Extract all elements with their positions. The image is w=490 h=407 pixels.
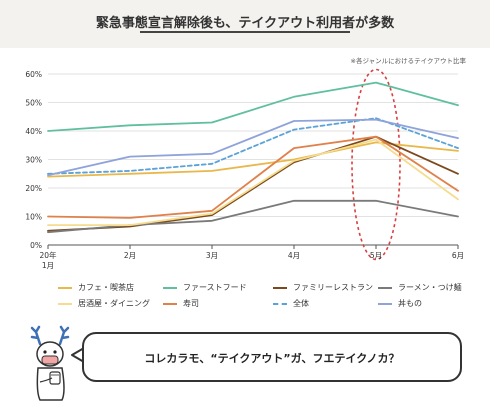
legend-swatch (58, 302, 72, 305)
series-lines (47, 81, 459, 234)
legend-item: ファーストフード (163, 282, 247, 293)
y-tick-label: 0% (30, 241, 42, 250)
legend-swatch (378, 302, 392, 305)
legend-swatch (378, 286, 392, 289)
y-tick-label: 50% (25, 99, 42, 108)
series-line (47, 138, 459, 227)
title-underline (140, 31, 350, 33)
series-line (47, 135, 459, 219)
speech-area: コレカラモ、“テイクアウト”ガ、フエテイクノカ？ (0, 318, 490, 407)
legend-swatch (273, 286, 287, 289)
x-tick-label: 2月 (124, 251, 136, 260)
legend-item: 丼もの (378, 298, 422, 309)
series-line (47, 118, 459, 177)
speech-text: コレカラモ、“テイクアウト”ガ、フエテイクノカ？ (144, 352, 400, 365)
legend-swatch (163, 302, 177, 305)
axes (47, 244, 459, 249)
legend-label: 寿司 (183, 299, 199, 308)
x-tick-label: 6月 (452, 251, 464, 260)
y-tick-label: 20% (25, 184, 42, 193)
highlight (351, 68, 401, 261)
x-tick-label: 3月 (206, 251, 218, 260)
y-tick-label: 60% (25, 70, 42, 79)
series-line (47, 199, 459, 234)
legend-label: ファミリーレストラン (293, 283, 373, 292)
x-tick-label: 1月 (42, 261, 54, 270)
legend-label: ファーストフード (183, 283, 247, 292)
legend-label: カフェ・喫茶店 (78, 283, 134, 292)
legend-item: 全体 (273, 298, 309, 309)
series-line (47, 135, 459, 232)
series-line (47, 81, 459, 132)
reindeer-mascot-icon (30, 325, 70, 401)
legend-label: 丼もの (398, 299, 422, 308)
header-band: 緊急事態宣言解除後も、テイクアウト利用者が多数 (0, 0, 490, 48)
legend-label: 全体 (293, 299, 309, 308)
grid-lines (48, 73, 458, 217)
legend-item: ファミリーレストラン (273, 282, 373, 293)
legend-item: 寿司 (163, 298, 199, 309)
x-tick-label: 5月 (370, 251, 382, 260)
legend-item: カフェ・喫茶店 (58, 282, 134, 293)
bubble-tail (71, 347, 85, 363)
legend-swatch (163, 286, 177, 289)
chart-note: ※各ジャンルにおけるテイクアウト比率 (350, 57, 467, 65)
page-title: 緊急事態宣言解除後も、テイクアウト利用者が多数 (95, 16, 395, 31)
legend-item: 居酒屋・ダイニング (58, 298, 150, 309)
y-tick-label: 30% (25, 156, 42, 165)
legend-swatch (273, 302, 287, 305)
speech-bubble: コレカラモ、“テイクアウト”ガ、フエテイクノカ？ (82, 332, 462, 382)
y-tick-label: 40% (25, 127, 42, 136)
legend-item: ラーメン・つけ麺 (378, 282, 462, 293)
y-tick-label: 10% (25, 213, 42, 222)
chart-legend: カフェ・喫茶店 ファーストフード ファミリーレストラン ラーメン・つけ麺居酒屋・ダイニ… (58, 282, 478, 316)
x-tick-label: 20年 (39, 250, 57, 260)
legend-label: ラーメン・つけ麺 (398, 283, 462, 292)
legend-label: 居酒屋・ダイニング (78, 299, 150, 308)
x-tick-label: 4月 (288, 251, 300, 260)
highlight-ellipse (351, 68, 401, 261)
legend-swatch (58, 286, 72, 289)
